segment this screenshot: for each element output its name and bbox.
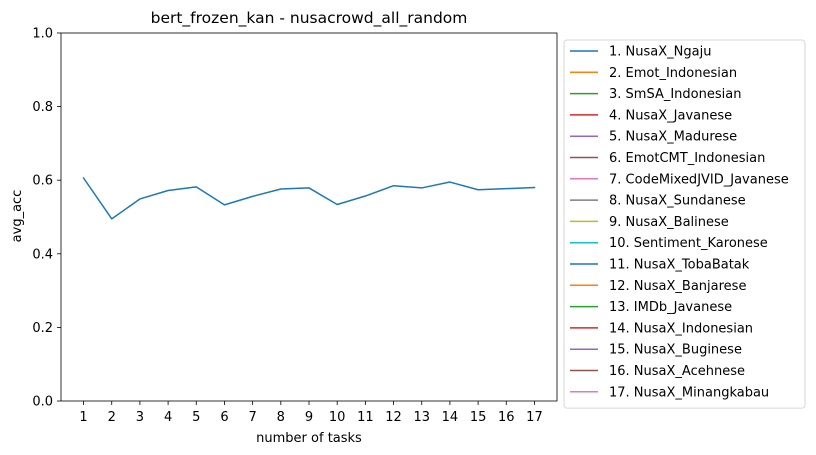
legend-entry-label: 3. SmSA_Indonesian	[609, 87, 741, 102]
series-line-1	[82, 176, 536, 220]
x-tick-label: 1	[79, 410, 87, 425]
y-tick-label: 0.2	[32, 321, 53, 336]
x-tick-label: 9	[305, 410, 313, 425]
x-tick-label: 15	[470, 410, 487, 425]
x-tick-label: 16	[498, 410, 515, 425]
legend-entry-label: 13. IMDb_Javanese	[609, 300, 732, 315]
x-axis-label: number of tasks	[256, 431, 362, 446]
x-tick-label: 14	[442, 410, 459, 425]
y-axis-label: avg_acc	[10, 190, 25, 243]
x-tick-label: 17	[526, 410, 543, 425]
x-tick-label: 11	[357, 410, 374, 425]
y-tick-label: 0.6	[32, 174, 53, 189]
x-tick-label: 4	[164, 410, 172, 425]
legend-entry-label: 15. NusaX_Buginese	[609, 343, 742, 358]
legend-entry-label: 7. CodeMixedJVID_Javanese	[609, 172, 789, 187]
legend-entry-label: 9. NusaX_Balinese	[609, 215, 729, 230]
x-tick-label: 3	[136, 410, 144, 425]
legend-box	[563, 39, 806, 409]
legend-entry-label: 14. NusaX_Indonesian	[609, 321, 753, 336]
legend-entry-label: 12. NusaX_Banjarese	[609, 279, 746, 294]
x-tick-label: 8	[277, 410, 285, 425]
x-tick-label: 10	[329, 410, 346, 425]
legend-entry-label: 5. NusaX_Madurese	[609, 130, 737, 145]
x-tick-label: 5	[192, 410, 200, 425]
x-tick-label: 2	[108, 410, 116, 425]
x-tick-label: 13	[413, 410, 430, 425]
legend-entry-label: 16. NusaX_Acehnese	[609, 364, 745, 379]
legend-entry-label: 10. Sentiment_Karonese	[609, 236, 768, 251]
x-tick-label: 7	[248, 410, 256, 425]
legend: 1. NusaX_Ngaju 2. Emot_Indonesian 3. SmSA_…	[563, 39, 806, 409]
y-tick-label: 0.4	[32, 247, 53, 262]
y-tick-label: 1.0	[32, 27, 53, 42]
legend-entry-label: 11. NusaX_TobaBatak	[609, 258, 750, 273]
chart-title: bert_frozen_kan - nusacrowd_all_random	[151, 9, 468, 28]
legend-entry-label: 6. EmotCMT_Indonesian	[609, 151, 765, 166]
y-tick-label: 0.8	[32, 100, 53, 115]
legend-entry-label: 8. NusaX_Sundanese	[609, 194, 746, 209]
legend-entry-label: 4. NusaX_Javanese	[609, 108, 732, 123]
legend-entry-label: 2. Emot_Indonesian	[609, 66, 737, 81]
legend-entry-label: 17. NusaX_Minangkabau	[609, 385, 769, 400]
x-tick-label: 6	[220, 410, 228, 425]
x-tick-label: 12	[385, 410, 402, 425]
legend-entry-label: 1. NusaX_Ngaju	[609, 45, 711, 60]
plot-area: 1 2 3 4 5 6 7 8 9 10 11 12 13 14 15 16 170.00.20.40.60.8…	[32, 27, 558, 425]
y-tick-label: 0.0	[32, 395, 53, 410]
